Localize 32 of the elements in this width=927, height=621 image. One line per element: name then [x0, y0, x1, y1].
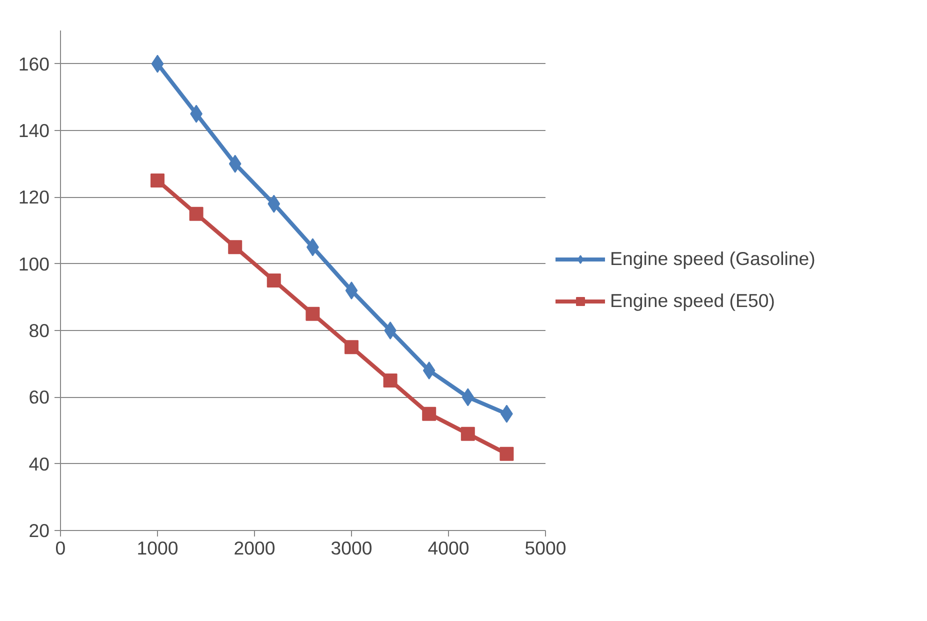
point — [228, 240, 242, 254]
point — [383, 374, 398, 388]
point — [151, 54, 164, 73]
x-tick-label: 1000 — [136, 538, 178, 558]
y-tick-label: 20 — [28, 520, 50, 541]
y-tick-label: 100 — [18, 253, 50, 274]
point — [422, 362, 436, 380]
point — [344, 340, 358, 354]
legend-label: Engine speed (E50) — [610, 290, 775, 312]
point — [228, 154, 242, 173]
point — [268, 194, 280, 213]
point — [189, 206, 204, 221]
point — [422, 406, 436, 421]
x-tick-label: 3000 — [330, 538, 372, 558]
y-tick-label: 140 — [18, 120, 50, 141]
point — [345, 282, 358, 300]
y-tick-label: 60 — [28, 386, 50, 408]
point — [500, 446, 514, 461]
legend-label: Engine speed (Gasoline) — [610, 248, 816, 270]
y-tick-label: 80 — [28, 320, 50, 341]
x-tick-label: 5000 — [524, 538, 566, 558]
x-tick-label: 2000 — [234, 538, 276, 558]
point — [150, 174, 164, 188]
point — [462, 388, 474, 406]
y-tick-label: 40 — [28, 453, 50, 474]
point — [266, 274, 281, 288]
point — [306, 306, 320, 321]
y-tick-label: 160 — [18, 53, 50, 74]
y-tick-label: 120 — [18, 186, 50, 208]
x-tick-label: 4000 — [428, 538, 470, 558]
point — [460, 426, 475, 441]
x-tick-label: 0 — [55, 538, 66, 558]
